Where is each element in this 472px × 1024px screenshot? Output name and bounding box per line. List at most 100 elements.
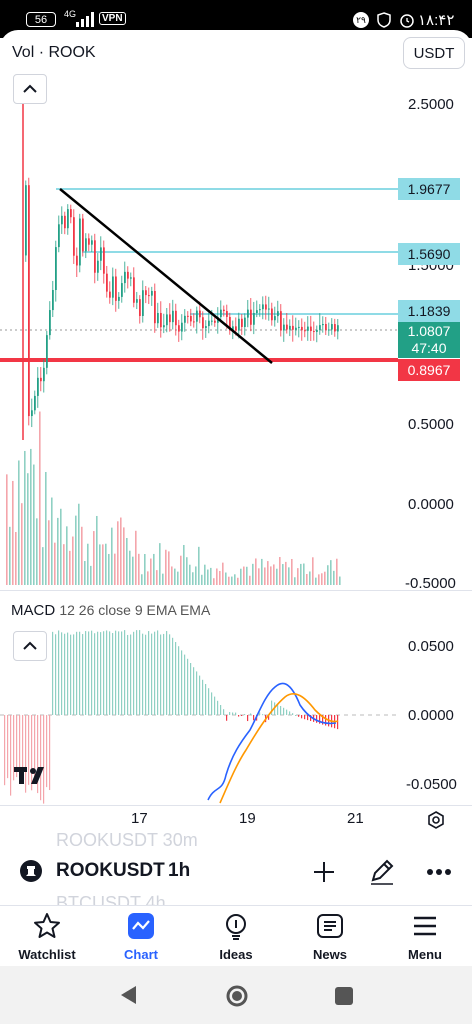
collapse-volume-button[interactable]	[13, 74, 47, 104]
macd-histogram-bar	[322, 715, 324, 725]
candle-body	[199, 310, 201, 318]
volume-bar	[213, 578, 215, 585]
volume-bar	[120, 517, 122, 585]
more-icon[interactable]	[426, 868, 452, 876]
symbol-name[interactable]: ROOKUSDT	[56, 860, 165, 881]
macd-histogram-bar	[37, 715, 39, 794]
volume-bar	[330, 560, 332, 585]
nav-news[interactable]: News	[283, 906, 377, 966]
macd-histogram-bar	[55, 634, 57, 715]
candle-body	[139, 299, 141, 316]
macd-histogram-bar	[337, 715, 339, 730]
volume-bar	[201, 574, 203, 585]
macd-histogram-bar	[85, 631, 87, 715]
macd-axis-label: -0.0500	[406, 776, 457, 793]
candle-body	[97, 260, 99, 273]
nav-ideas[interactable]: Ideas	[189, 906, 283, 966]
macd-histogram-bar	[43, 715, 45, 804]
candle-body	[298, 326, 300, 328]
signal-line	[219, 693, 339, 804]
volume-bar	[210, 567, 212, 585]
volume-bar	[303, 563, 305, 585]
home-icon[interactable]	[225, 984, 249, 1008]
candle-body	[280, 311, 282, 331]
candle-body	[325, 324, 327, 330]
ghost-symbol-above[interactable]: ROOKUSDT 30m	[56, 830, 198, 850]
macd-histogram-bar	[169, 634, 171, 715]
macd-histogram-bar	[154, 631, 156, 715]
candle-body	[100, 247, 102, 261]
back-icon[interactable]	[118, 984, 138, 1006]
volume-bar	[156, 570, 158, 585]
candle-body	[274, 316, 276, 321]
nav-label: Menu	[408, 947, 442, 962]
volume-bar	[333, 570, 335, 585]
nav-watchlist[interactable]: Watchlist	[0, 906, 94, 966]
pane-divider[interactable]	[0, 590, 472, 591]
candle-body	[334, 324, 336, 332]
macd-histogram-bar	[196, 671, 198, 715]
macd-histogram-bar	[133, 631, 135, 715]
nav-chart[interactable]: Chart	[94, 906, 188, 966]
price-chart[interactable]	[0, 80, 398, 590]
plus-icon[interactable]	[312, 860, 336, 884]
macd-histogram-bar	[88, 631, 90, 715]
support-line-price-tag[interactable]: 0.8967	[398, 359, 460, 381]
macd-histogram-bar	[136, 630, 138, 715]
macd-chart[interactable]	[0, 625, 398, 805]
time-axis-label: 21	[347, 810, 364, 827]
volume-bar	[30, 448, 32, 585]
macd-histogram-bar	[13, 715, 15, 781]
nav-menu[interactable]: Menu	[378, 906, 472, 966]
volume-bar	[135, 530, 137, 585]
volume-bar	[324, 571, 326, 585]
candle-body	[259, 309, 261, 311]
macd-histogram-bar	[319, 715, 321, 724]
volume-bar	[174, 568, 176, 585]
candle-body	[310, 326, 312, 332]
candle-body	[88, 238, 90, 245]
volume-bar	[234, 574, 236, 585]
horizontal-line-price-tag[interactable]: 1.5690	[398, 243, 460, 265]
macd-histogram-bar	[121, 631, 123, 715]
candle-body	[214, 320, 216, 323]
candle-body	[109, 291, 111, 298]
volume-bar	[60, 508, 62, 585]
candle-body	[277, 311, 279, 317]
volume-bar	[315, 577, 317, 585]
candle-body	[205, 326, 207, 329]
recents-icon[interactable]	[334, 986, 354, 1006]
volume-bar	[219, 570, 221, 585]
macd-histogram-bar	[214, 696, 216, 715]
macd-histogram-bar	[304, 715, 306, 720]
candle-body	[82, 218, 84, 252]
candle-body	[193, 321, 195, 323]
pencil-icon[interactable]	[368, 858, 396, 886]
macd-histogram-bar	[283, 707, 285, 715]
macd-legend[interactable]: MACD 12 26 close 9 EMA EMA	[11, 602, 210, 619]
candle-body	[226, 311, 228, 317]
settings-icon[interactable]	[426, 810, 446, 830]
volume-bar	[63, 544, 65, 585]
volume-bar	[162, 573, 164, 585]
candle-body	[142, 290, 144, 316]
candle-body	[64, 215, 66, 229]
volume-bar	[165, 549, 167, 585]
interval-selector[interactable]: 1h	[168, 860, 191, 881]
macd-histogram-bar	[229, 712, 231, 715]
volume-bar	[255, 558, 257, 585]
network-type: 4G	[64, 9, 77, 19]
volume-bar	[6, 474, 8, 585]
volume-bar	[258, 568, 260, 585]
volume-bar	[321, 573, 323, 585]
macd-histogram-bar	[235, 712, 237, 715]
horizontal-line-price-tag[interactable]: 1.1839	[398, 300, 460, 322]
horizontal-line-price-tag[interactable]: 1.9677	[398, 178, 460, 200]
candle-body	[232, 326, 234, 331]
candle-body	[121, 283, 123, 297]
macd-line	[207, 682, 337, 801]
candle-body	[163, 325, 165, 328]
currency-selector[interactable]: USDT	[403, 37, 465, 69]
collapse-macd-button[interactable]	[13, 631, 47, 661]
candle-body	[52, 290, 54, 311]
